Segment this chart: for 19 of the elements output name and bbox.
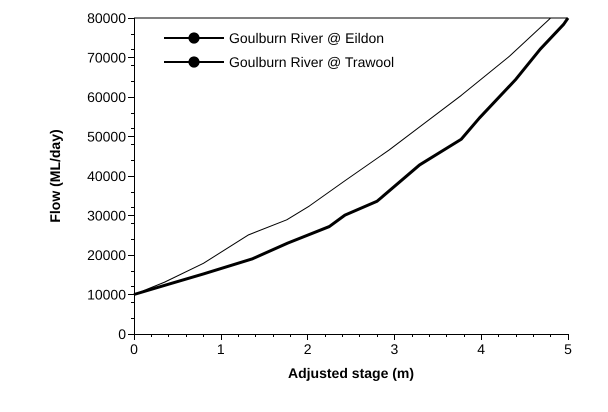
y-tick-label: 60000 — [87, 89, 126, 105]
x-axis-title: Adjusted stage (m) — [288, 365, 414, 381]
y-tick-label: 10000 — [87, 286, 126, 302]
y-tick-label: 80000 — [87, 10, 126, 26]
y-tick-label: 70000 — [87, 50, 126, 66]
y-tick-label: 40000 — [87, 168, 126, 184]
y-tick-label: 50000 — [87, 128, 126, 144]
y-tick-label: 0 — [118, 326, 126, 342]
x-tick-label: 4 — [477, 341, 486, 357]
y-tick-label: 20000 — [87, 247, 126, 263]
legend-label: Goulburn River @ Eildon — [229, 30, 384, 46]
x-tick-label: 3 — [390, 341, 398, 357]
y-tick-label: 30000 — [87, 208, 126, 224]
x-tick-label: 1 — [216, 341, 225, 357]
x-tick-label: 2 — [304, 341, 312, 357]
y-axis-title: Flow (ML/day) — [47, 129, 63, 223]
x-tick-label: 0 — [130, 341, 138, 357]
legend-label: Goulburn River @ Trawool — [229, 54, 394, 70]
x-tick-label: 5 — [564, 341, 572, 357]
